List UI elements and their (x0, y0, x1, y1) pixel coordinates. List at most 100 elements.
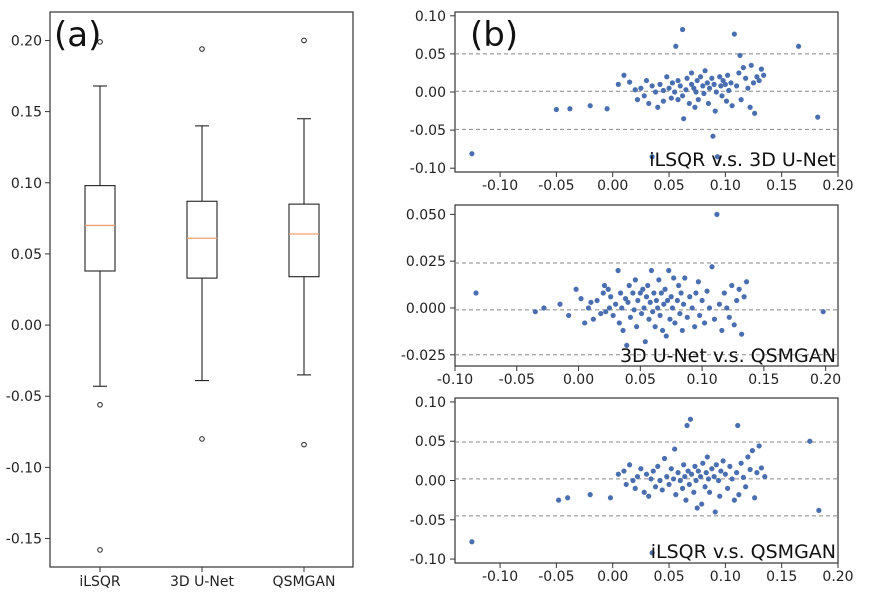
scatter-point (743, 279, 750, 285)
scatter-point (655, 104, 661, 110)
scatter-point (724, 305, 730, 311)
scatter-point (695, 279, 701, 285)
scatter-point (660, 87, 666, 94)
scatter-point (709, 75, 715, 81)
x-tick-label: 0.00 (597, 569, 628, 585)
scatter-point (679, 327, 685, 334)
scatter-point (711, 473, 717, 480)
scatter-point (718, 468, 724, 474)
scatter-point (758, 465, 765, 471)
y-tick-label: 0.05 (11, 247, 42, 263)
box-iqr (288, 203, 320, 278)
scatter-point (688, 70, 695, 76)
box-ilsqr (84, 39, 116, 553)
scatter-point (695, 97, 701, 103)
scatter-point (679, 485, 686, 491)
scatter-point (655, 305, 661, 311)
scatter-point (756, 443, 762, 449)
scatter-point (658, 290, 664, 296)
scatter-point (590, 316, 596, 322)
scatter-point (748, 62, 754, 68)
scatter-point (684, 314, 690, 320)
scatter-point (701, 320, 708, 326)
scatter-point (694, 77, 700, 84)
scatter-point (740, 474, 746, 480)
x-tick-label: 3D U-Net (170, 574, 235, 590)
scatter-point (649, 550, 655, 556)
scatter-point (676, 282, 682, 289)
scatter-point (712, 509, 718, 515)
y-tick-label: 0.10 (415, 395, 446, 411)
scatter-point (553, 106, 559, 113)
scatter-point (807, 438, 813, 444)
scatter-point (700, 83, 706, 89)
scatter-point (623, 481, 629, 488)
scatter-point (729, 282, 735, 289)
scatter-point (712, 108, 718, 114)
x-tick-label: 0.05 (625, 372, 656, 388)
scatter-point (664, 297, 671, 304)
y-tick-label: 0.15 (11, 105, 42, 121)
scatter-point (685, 468, 691, 474)
x-tick-label: -0.05 (538, 178, 574, 194)
scatter-point (709, 264, 715, 270)
scatter-point (585, 305, 592, 311)
scatter-point (630, 290, 636, 296)
scatter-point (736, 286, 742, 292)
boxplot-y-ticks: -0.15 -0.10 -0.05 0.00 0.05 0.10 0.15 0.20 (6, 33, 50, 548)
scatter-caption: iLSQR v.s. QSMGAN (651, 541, 836, 563)
x-tick-label: 0.20 (822, 569, 853, 585)
y-tick-label: -0.05 (410, 123, 446, 139)
scatter-point (672, 89, 678, 95)
scatter-point (675, 97, 681, 103)
scatter-point (723, 98, 730, 104)
scatter-point (608, 294, 614, 300)
scatter-point (473, 290, 479, 296)
scatter-point (630, 477, 636, 484)
scatter-point (731, 322, 737, 328)
y-tick-label: -0.10 (6, 460, 42, 476)
scatter-point (624, 342, 630, 349)
scatter-point (684, 75, 690, 81)
scatter-point (567, 106, 573, 112)
scatter-point (704, 454, 710, 460)
scatter-point (677, 83, 683, 89)
scatter-point (582, 320, 588, 326)
y-tick-label: -0.10 (410, 161, 446, 177)
scatter-point (601, 282, 608, 289)
scatter-point (670, 476, 677, 482)
scatter-point (705, 100, 712, 107)
scatter-point (671, 275, 677, 281)
scatter-point (673, 492, 679, 498)
y-tick-label: 0.000 (406, 301, 446, 317)
x-tick-label: 0.05 (653, 569, 684, 585)
scatter-point (661, 301, 667, 307)
scatter-point (627, 314, 634, 320)
scatter-point (649, 154, 655, 160)
x-tick-label: 0.00 (597, 178, 628, 194)
scatter-point (705, 476, 712, 482)
scatter-point (668, 95, 674, 101)
scatter-point (762, 473, 768, 480)
scatter-point (667, 316, 673, 322)
scatter-point (688, 81, 695, 87)
scatter-point (666, 267, 672, 274)
scatter-unet-vs-qsmgan: -0.025 0.000 0.025 0.050 -0.10 -0.05 0.00 0.05 0… (401, 204, 841, 388)
scatter-point (820, 309, 826, 315)
scatter-point (692, 463, 698, 469)
box-iqr (186, 200, 218, 279)
scatter-point (692, 104, 698, 110)
scatter-point (722, 81, 728, 87)
scatter-point (657, 477, 663, 484)
scatter-point (638, 310, 645, 317)
scatter-point (702, 484, 708, 490)
scatter-point (646, 316, 652, 322)
scatter-point (675, 77, 681, 84)
scatter-point (727, 463, 733, 469)
scatter-point (641, 93, 647, 99)
scatter-point (669, 305, 676, 311)
scatter-point (635, 297, 641, 304)
scatter-point (556, 497, 562, 503)
box-qsmgan (288, 37, 320, 448)
scatter-point (600, 290, 606, 296)
